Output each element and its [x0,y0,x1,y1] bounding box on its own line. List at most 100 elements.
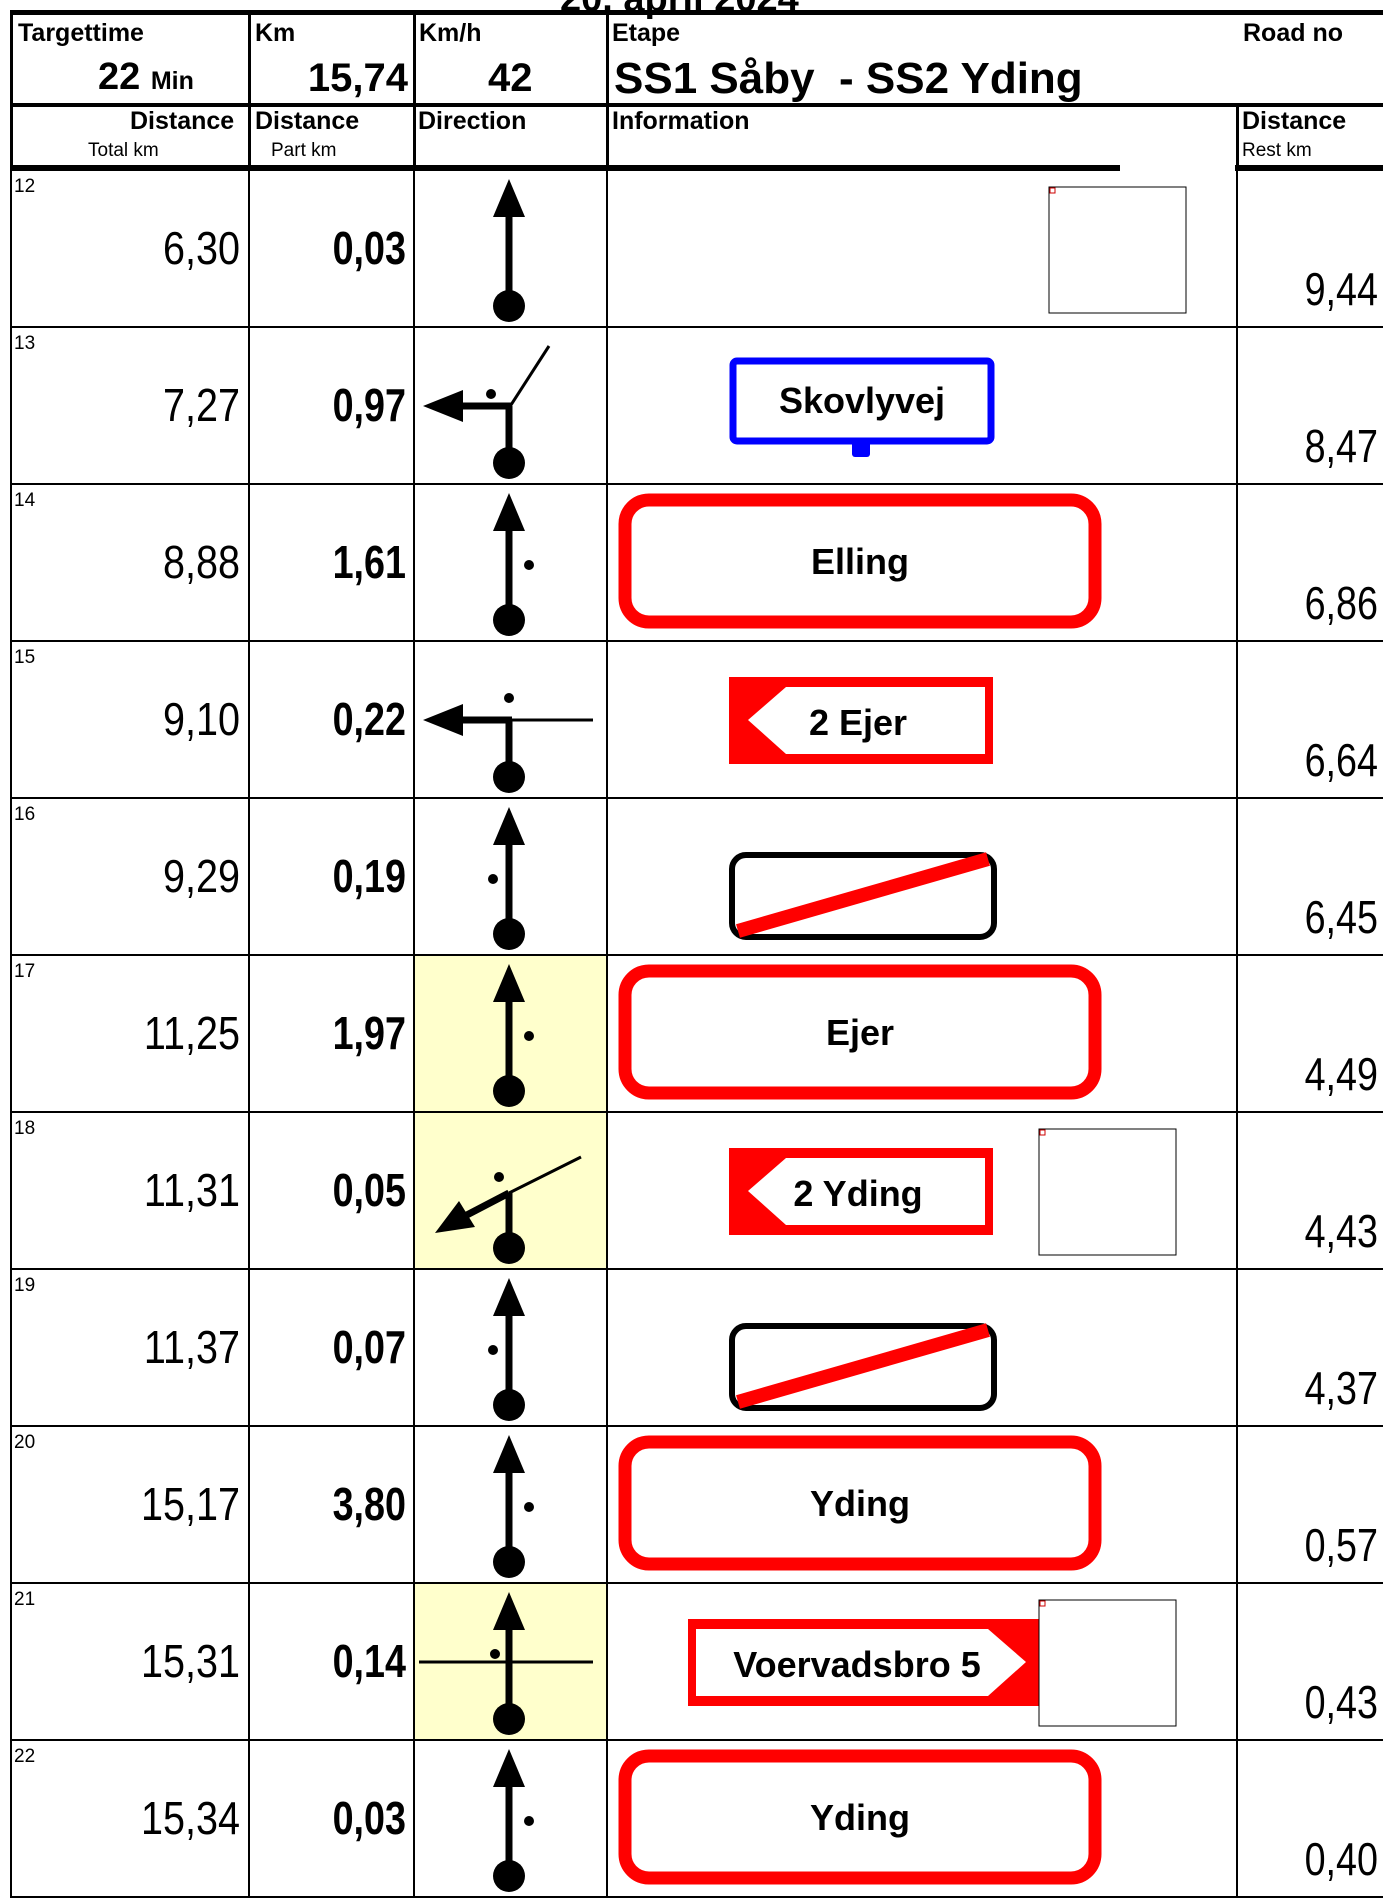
col-divider [248,1584,250,1741]
col-divider [1236,956,1238,1113]
arrow-up-icon [493,1749,525,1787]
col-divider [10,328,12,485]
table-row: 13 7,27 0,97 8,47 Skovlyvej [0,328,1383,485]
kmh-label: Km/h [419,21,482,46]
arrow-up-icon [493,807,525,845]
rest-distance: 0,57 [1265,1522,1378,1568]
col-divider [10,1113,12,1270]
km-value: 15,74 [300,56,408,101]
col-divider [10,1427,12,1584]
side-road-line [509,346,549,408]
direction-diagram [415,642,605,799]
direction-diagram [415,328,605,485]
broken-image-icon [1040,1601,1045,1606]
col-divider [1236,328,1238,485]
rest-col-sub: Rest km [1242,141,1312,160]
part-distance: 0,14 [286,1638,406,1684]
total-distance: 11,31 [85,1167,240,1213]
etape-label: Etape [612,21,680,46]
part-distance: 0,07 [286,1324,406,1370]
targettime-value: 22 Min [98,56,194,99]
rest-distance: 0,43 [1265,1679,1378,1725]
etape-value: SS1 Såby - SS2 Yding [614,54,1083,104]
part-distance: 1,97 [286,1010,406,1056]
col-divider [248,1270,250,1427]
table-row: 20 15,17 3,80 0,57 Yding [0,1427,1383,1584]
total-col-label: Distance [130,109,234,134]
row-number: 21 [14,1590,35,1609]
photo-placeholder [1039,1600,1176,1726]
part-col-sub: Part km [271,141,336,160]
information-sign: Skovlyvej [608,328,1236,485]
sign-text: Voervadsbro 5 [733,1644,980,1685]
rest-distance: 6,64 [1265,737,1378,783]
col-divider [1236,171,1238,328]
arrow-up-icon [493,1435,525,1473]
table-row: 19 11,37 0,07 4,37 [0,1270,1383,1427]
total-distance: 7,27 [85,382,240,428]
direction-diagram [415,1584,605,1741]
sign-text: Yding [810,1797,910,1838]
part-distance: 0,05 [286,1167,406,1213]
table-row: 12 6,30 0,03 9,44 [0,171,1383,328]
part-distance: 0,97 [286,382,406,428]
rest-distance: 8,47 [1265,423,1378,469]
col-divider [248,1741,250,1898]
sign-text: 2 Ejer [809,702,907,743]
sign-text: 2 Yding [793,1173,922,1214]
total-col-sub: Total km [88,141,159,160]
side-road-line [509,1157,581,1193]
direction-diagram [415,1741,605,1898]
part-distance: 0,03 [286,225,406,271]
rest-distance: 6,86 [1265,580,1378,626]
header-top-border [10,10,1383,15]
information-sign: Elling [608,485,1236,642]
row-number: 18 [14,1119,35,1138]
row-number: 19 [14,1276,35,1295]
direction-col-label: Direction [418,109,526,134]
information-col-label: Information [612,109,750,134]
rest-distance: 0,40 [1265,1836,1378,1882]
sign-text: Ejer [826,1012,894,1053]
arrow-left-icon [423,390,463,422]
side-road-dot-icon [524,1031,534,1041]
information-sign: 2 Yding [608,1113,1236,1270]
total-distance: 6,30 [85,225,240,271]
sign-text: Elling [811,541,909,582]
broken-image-icon [1050,188,1055,193]
header-col-divider [606,10,609,170]
col-divider [1236,1584,1238,1741]
side-road-dot-icon [524,560,534,570]
side-road-dot-icon [524,1502,534,1512]
roadno-label: Road no [1243,21,1343,46]
arrow-up-icon [493,493,525,531]
total-distance: 11,37 [85,1324,240,1370]
sign-text: Skovlyvej [779,380,945,421]
information-sign [608,799,1236,956]
row-number: 20 [14,1433,35,1452]
photo-placeholder [1049,187,1186,313]
col-divider [248,1427,250,1584]
photo-placeholder [1039,1129,1176,1255]
header-left-border [10,10,13,170]
sign-post-icon [852,441,870,457]
col-divider [1236,642,1238,799]
col-divider [10,485,12,642]
col-divider [1236,799,1238,956]
col-divider [248,328,250,485]
km-label: Km [255,21,295,46]
direction-diagram [415,485,605,642]
direction-diagram [415,171,605,328]
table-row: 18 11,31 0,05 4,43 2 Yding [0,1113,1383,1270]
col-divider [10,642,12,799]
side-road-dot-icon [490,1649,500,1659]
direction-diagram [415,1427,605,1584]
direction-diagram [415,956,605,1113]
total-distance: 9,29 [85,853,240,899]
rest-distance: 4,43 [1265,1208,1378,1254]
direction-diagram [415,1113,605,1270]
side-road-dot-icon [524,1816,534,1826]
col-divider [10,1270,12,1427]
information-sign: Yding [608,1427,1236,1584]
row-number: 22 [14,1747,35,1766]
